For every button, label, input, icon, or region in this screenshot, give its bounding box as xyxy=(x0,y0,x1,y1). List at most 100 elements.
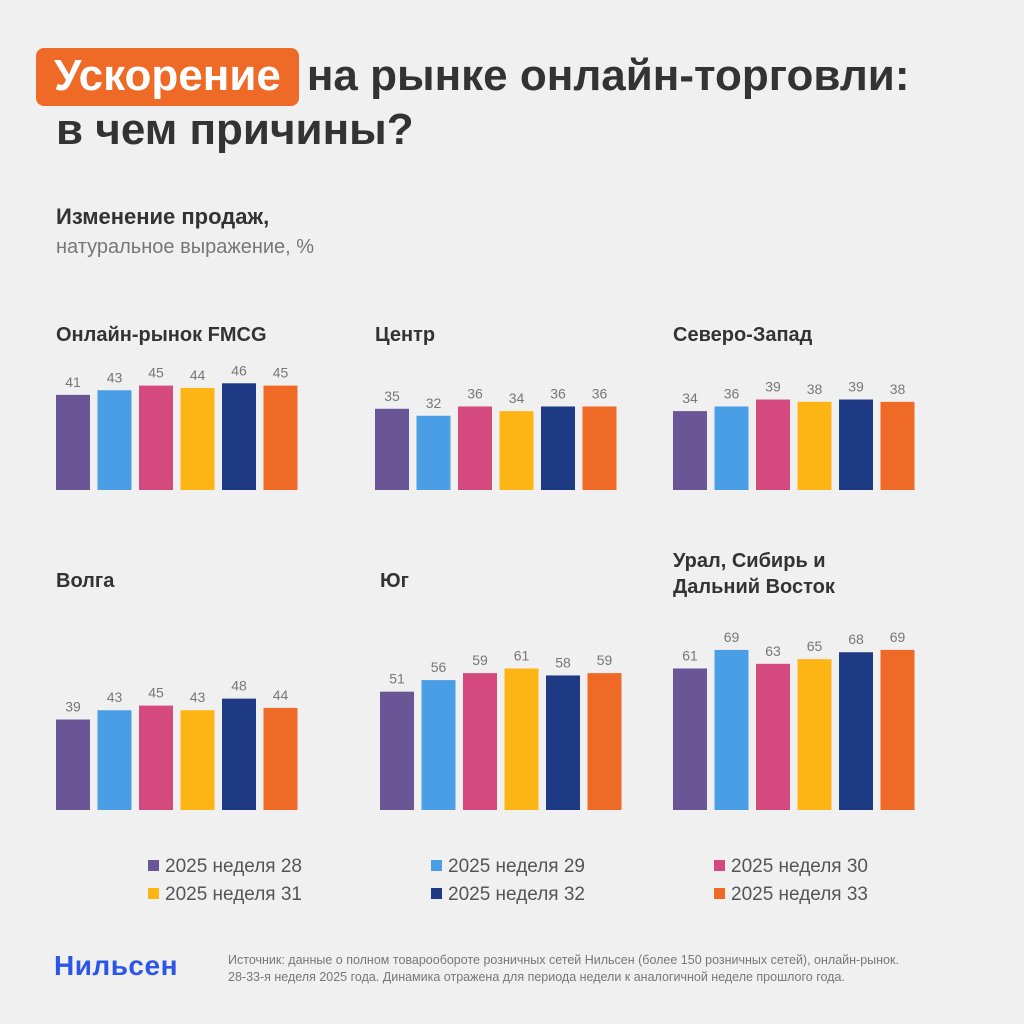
data-label: 61 xyxy=(514,647,530,663)
nielsen-logo: Нильсен xyxy=(54,950,178,981)
bar-31 xyxy=(180,710,215,810)
data-label: 44 xyxy=(190,367,206,383)
legend-item: 2025 неделя 33 xyxy=(714,884,868,906)
bar-33 xyxy=(587,673,622,810)
bar-chart-northwest: 34 36 39 38 39 38 xyxy=(673,379,915,490)
data-label: 45 xyxy=(148,685,164,701)
bar-33 xyxy=(582,406,617,490)
chart-panel-volga: Волга 39 43 45 43 48 44 xyxy=(56,570,306,810)
bar-28 xyxy=(56,394,90,490)
title-rest: на рынке онлайн-торговли: xyxy=(306,51,910,100)
bar-31 xyxy=(797,401,832,490)
legend-item: 2025 неделя 29 xyxy=(431,856,585,878)
legend-label: 2025 неделя 29 xyxy=(448,856,585,877)
panel-title: Северо-Запад xyxy=(673,324,813,346)
data-label: 43 xyxy=(107,689,123,705)
bar-29 xyxy=(97,390,132,490)
data-label: 69 xyxy=(890,629,906,645)
bar-30 xyxy=(458,406,492,490)
data-label: 46 xyxy=(231,362,247,378)
legend-item: 2025 неделя 32 xyxy=(431,884,585,906)
data-label: 69 xyxy=(724,629,740,645)
bar-31 xyxy=(504,668,539,810)
data-label: 36 xyxy=(724,385,740,401)
data-label: 65 xyxy=(807,638,823,654)
panel-title-line-2: Дальний Восток xyxy=(673,576,835,598)
bar-32 xyxy=(222,698,256,810)
bar-31 xyxy=(797,659,832,810)
page-title-line-2: в чем причины? xyxy=(56,105,414,154)
bar-33 xyxy=(263,707,298,810)
bar-30 xyxy=(139,385,173,490)
bar-chart-south: 51 56 59 61 58 59 xyxy=(380,647,622,810)
data-label: 59 xyxy=(472,652,488,668)
legend-label: 2025 неделя 33 xyxy=(731,884,868,905)
source-note: Источник: данные о полном товарообороте … xyxy=(228,952,998,986)
bar-30 xyxy=(756,399,790,490)
legend-swatch xyxy=(714,860,725,871)
data-label: 45 xyxy=(148,365,164,381)
bar-33 xyxy=(880,649,915,810)
bar-29 xyxy=(714,406,749,490)
bar-chart-center: 35 32 36 34 36 36 xyxy=(375,385,617,490)
legend-item: 2025 неделя 30 xyxy=(714,856,868,878)
source-line-2: 28-33-я неделя 2025 года. Динамика отраж… xyxy=(228,970,845,984)
bar-29 xyxy=(416,415,451,490)
legend-label: 2025 неделя 30 xyxy=(731,856,868,877)
panel-title: Волга xyxy=(56,570,115,592)
data-label: 38 xyxy=(890,381,906,397)
data-label: 45 xyxy=(273,365,289,381)
legend-swatch xyxy=(431,888,442,899)
legend-swatch xyxy=(431,860,442,871)
legend-swatch xyxy=(148,888,159,899)
bar-28 xyxy=(673,411,707,490)
data-label: 34 xyxy=(682,390,698,406)
bar-32 xyxy=(839,399,873,490)
data-label: 44 xyxy=(273,687,289,703)
bar-29 xyxy=(421,680,456,810)
data-label: 36 xyxy=(467,385,483,401)
bar-chart-ural-siberia-far-east: 61 69 63 65 68 69 xyxy=(673,629,915,810)
data-label: 41 xyxy=(65,374,81,390)
legend-item: 2025 неделя 28 xyxy=(148,856,302,878)
data-label: 36 xyxy=(550,385,566,401)
legend-swatch xyxy=(148,860,159,871)
chart-subtitle: Изменение продаж, xyxy=(56,204,270,229)
bar-30 xyxy=(756,663,790,810)
bar-32 xyxy=(839,652,873,810)
chart-panel-northwest: Северо-Запад 34 36 39 38 39 38 xyxy=(673,324,923,490)
legend-label: 2025 неделя 31 xyxy=(165,884,302,905)
source-line-1: Источник: данные о полном товарообороте … xyxy=(228,953,899,967)
page-title-line-1: Ускорение на рынке онлайн-торговли: xyxy=(36,48,910,106)
data-label: 63 xyxy=(765,643,781,659)
data-label: 36 xyxy=(592,385,608,401)
legend-label: 2025 неделя 28 xyxy=(165,856,302,877)
data-label: 39 xyxy=(65,699,81,715)
chart-panel-south: Юг 51 56 59 61 58 59 xyxy=(380,570,630,810)
data-label: 58 xyxy=(555,654,571,670)
bar-28 xyxy=(380,691,414,810)
data-label: 38 xyxy=(807,381,823,397)
data-label: 35 xyxy=(384,388,400,404)
bar-28 xyxy=(56,719,90,810)
data-label: 43 xyxy=(190,689,206,705)
data-label: 61 xyxy=(682,647,698,663)
bar-31 xyxy=(180,387,215,490)
chart-panel-center: Центр 35 32 36 34 36 36 xyxy=(375,324,625,490)
data-label: 39 xyxy=(765,379,781,395)
data-label: 32 xyxy=(426,395,442,411)
bar-32 xyxy=(541,406,575,490)
panel-title: Юг xyxy=(380,570,409,592)
bar-32 xyxy=(222,383,256,490)
bar-chart-volga: 39 43 45 43 48 44 xyxy=(56,678,298,810)
bar-31 xyxy=(499,411,534,490)
bar-30 xyxy=(463,673,497,810)
bar-28 xyxy=(375,408,409,490)
data-label: 34 xyxy=(509,390,525,406)
legend-item: 2025 неделя 31 xyxy=(148,884,302,906)
bar-chart-fmcg: 41 43 45 44 46 45 xyxy=(56,362,298,490)
data-label: 56 xyxy=(431,659,447,675)
legend-label: 2025 неделя 32 xyxy=(448,884,585,905)
title-highlight: Ускорение xyxy=(36,48,299,106)
bar-32 xyxy=(546,675,580,810)
